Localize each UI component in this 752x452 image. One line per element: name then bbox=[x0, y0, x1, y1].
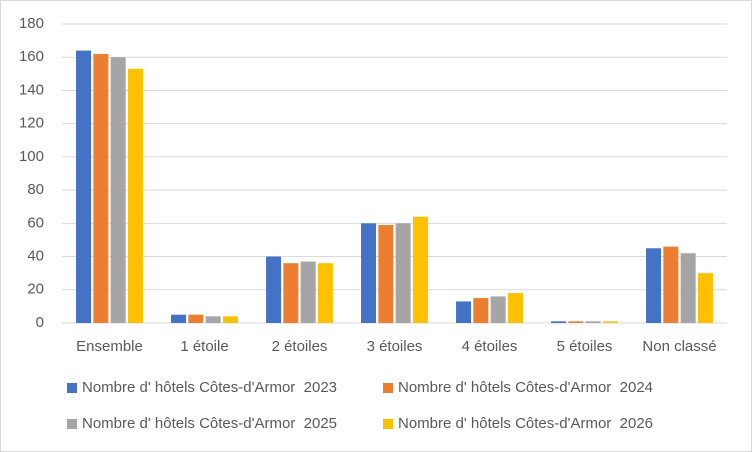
y-tick-label: 20 bbox=[27, 281, 44, 298]
bar bbox=[490, 296, 506, 323]
bar bbox=[76, 50, 92, 323]
bar bbox=[205, 316, 221, 323]
y-tick-label: 100 bbox=[19, 148, 44, 165]
legend-swatch bbox=[67, 383, 77, 393]
bar bbox=[568, 321, 584, 323]
bar bbox=[93, 53, 109, 324]
legend-swatch bbox=[67, 419, 77, 429]
bar bbox=[222, 316, 238, 323]
bar bbox=[456, 301, 472, 323]
bar bbox=[300, 261, 316, 323]
bar bbox=[551, 321, 567, 323]
y-tick-label: 40 bbox=[27, 248, 44, 265]
bar bbox=[171, 314, 187, 323]
bar bbox=[266, 256, 282, 323]
bar bbox=[395, 223, 411, 323]
y-tick-label: 0 bbox=[36, 314, 44, 331]
x-tick-label: Non classé bbox=[642, 338, 716, 355]
bar bbox=[317, 263, 333, 323]
y-tick-label: 120 bbox=[19, 115, 44, 132]
bar bbox=[412, 216, 428, 323]
legend-label: Nombre d' hôtels Côtes-d'Armor 2025 bbox=[82, 415, 337, 432]
y-tick-label: 60 bbox=[27, 214, 44, 231]
bar bbox=[663, 246, 679, 323]
x-tick-label: 3 étoiles bbox=[367, 338, 423, 355]
bar bbox=[473, 298, 489, 323]
bar bbox=[110, 57, 126, 323]
legend-label: Nombre d' hôtels Côtes-d'Armor 2026 bbox=[398, 415, 653, 432]
legend-swatch bbox=[383, 419, 393, 429]
bar bbox=[283, 263, 299, 323]
bar bbox=[585, 321, 601, 323]
x-tick-label: Ensemble bbox=[76, 338, 143, 355]
y-tick-label: 180 bbox=[19, 15, 44, 32]
bar bbox=[188, 314, 204, 323]
bar bbox=[127, 68, 143, 323]
bar bbox=[646, 248, 662, 323]
bar bbox=[602, 321, 618, 323]
y-tick-label: 160 bbox=[19, 48, 44, 65]
y-tick-label: 80 bbox=[27, 181, 44, 198]
x-tick-label: 5 étoiles bbox=[557, 338, 613, 355]
x-tick-label: 2 étoiles bbox=[272, 338, 328, 355]
bar bbox=[361, 223, 377, 323]
legend-label: Nombre d' hôtels Côtes-d'Armor 2023 bbox=[82, 379, 337, 396]
bar bbox=[697, 273, 713, 323]
bar bbox=[680, 253, 696, 323]
x-tick-label: 1 étoile bbox=[180, 338, 228, 355]
y-tick-label: 140 bbox=[19, 81, 44, 98]
legend-label: Nombre d' hôtels Côtes-d'Armor 2024 bbox=[398, 379, 653, 396]
bar bbox=[507, 293, 523, 323]
legend-swatch bbox=[383, 383, 393, 393]
x-tick-label: 4 étoiles bbox=[462, 338, 518, 355]
bar bbox=[378, 224, 394, 323]
